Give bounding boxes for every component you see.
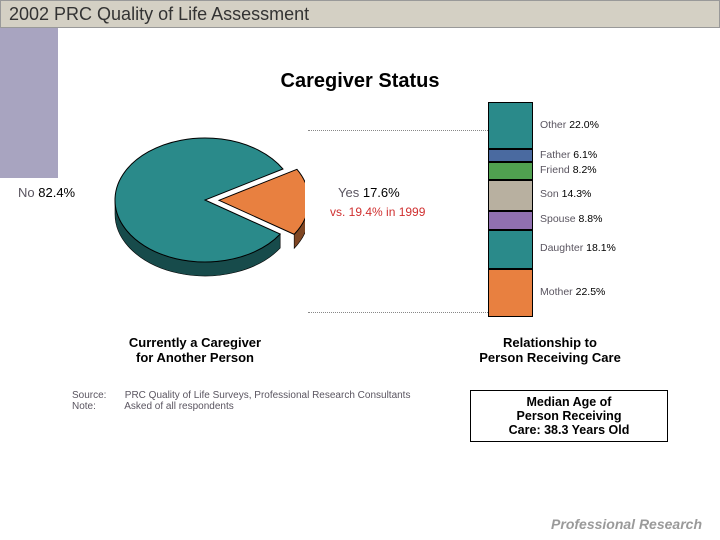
- stack-label-text: Father: [540, 149, 573, 161]
- caregiver-pie-chart: [110, 130, 305, 285]
- stack-subtitle: Relationship to Person Receiving Care: [450, 335, 650, 365]
- relationship-stacked-bar: [488, 102, 533, 317]
- stack-label-text: Son: [540, 188, 562, 200]
- pie-yes-label: Yes 17.6%: [338, 185, 400, 200]
- stack-label-friend: Friend 8.2%: [540, 165, 597, 177]
- stack-label-spouse: Spouse 8.8%: [540, 214, 602, 226]
- footer-brand: Professional Research: [551, 516, 702, 532]
- stack-subtitle-line2: Person Receiving Care: [450, 350, 650, 365]
- stack-segment-mother: [488, 269, 533, 317]
- stack-label-text: Other: [540, 119, 569, 131]
- note-line: Note: Asked of all respondents: [72, 401, 410, 412]
- pie-subtitle: Currently a Caregiver for Another Person: [90, 335, 300, 365]
- median-line2: Person Receiving: [477, 409, 661, 423]
- stack-label-mother: Mother 22.5%: [540, 287, 605, 299]
- chart-title: Caregiver Status: [0, 70, 720, 93]
- stack-segment-friend: [488, 162, 533, 180]
- stack-label-text: Daughter: [540, 242, 586, 254]
- stack-label-value: 8.2%: [573, 164, 597, 176]
- side-strip: [0, 28, 58, 178]
- no-value: 82.4%: [38, 185, 75, 200]
- note-label: Note:: [72, 401, 122, 412]
- stack-label-son: Son 14.3%: [540, 189, 591, 201]
- source-line: Source: PRC Quality of Life Surveys, Pro…: [72, 390, 410, 401]
- page-title: 2002 PRC Quality of Life Assessment: [9, 4, 309, 25]
- stack-segment-daughter: [488, 230, 533, 269]
- title-bar: 2002 PRC Quality of Life Assessment: [0, 0, 720, 28]
- stack-label-value: 8.8%: [579, 213, 603, 225]
- stack-label-value: 22.5%: [576, 286, 606, 298]
- pie-svg: [110, 130, 305, 285]
- note-text: Asked of all respondents: [124, 401, 234, 412]
- stack-subtitle-line1: Relationship to: [450, 335, 650, 350]
- median-age-box: Median Age of Person Receiving Care: 38.…: [470, 390, 668, 442]
- pie-no-label: No 82.4%: [18, 185, 75, 200]
- pie-subtitle-line1: Currently a Caregiver: [90, 335, 300, 350]
- stack-label-value: 22.0%: [569, 119, 599, 131]
- leader-line: [308, 312, 488, 313]
- no-text: No: [18, 185, 35, 200]
- source-text: PRC Quality of Life Surveys, Professiona…: [125, 390, 411, 401]
- stack-label-other: Other 22.0%: [540, 120, 599, 132]
- stack-segment-other: [488, 102, 533, 149]
- median-line3: Care: 38.3 Years Old: [477, 423, 661, 437]
- yes-value: 17.6%: [363, 185, 400, 200]
- stack-segment-son: [488, 180, 533, 211]
- source-block: Source: PRC Quality of Life Surveys, Pro…: [72, 390, 410, 412]
- median-line1: Median Age of: [477, 395, 661, 409]
- stack-label-text: Spouse: [540, 213, 579, 225]
- source-label: Source:: [72, 390, 122, 401]
- yes-text: Yes: [338, 185, 359, 200]
- pie-subtitle-line2: for Another Person: [90, 350, 300, 365]
- stack-label-value: 6.1%: [573, 149, 597, 161]
- comparison-text: vs. 19.4% in 1999: [330, 205, 425, 219]
- stack-label-value: 18.1%: [586, 242, 616, 254]
- stack-segment-father: [488, 149, 533, 162]
- stack-segment-spouse: [488, 211, 533, 230]
- stack-label-daughter: Daughter 18.1%: [540, 243, 616, 255]
- leader-line: [308, 130, 488, 131]
- stack-label-text: Friend: [540, 164, 573, 176]
- stack-label-father: Father 6.1%: [540, 150, 597, 162]
- stack-label-value: 14.3%: [562, 188, 592, 200]
- stack-label-text: Mother: [540, 286, 576, 298]
